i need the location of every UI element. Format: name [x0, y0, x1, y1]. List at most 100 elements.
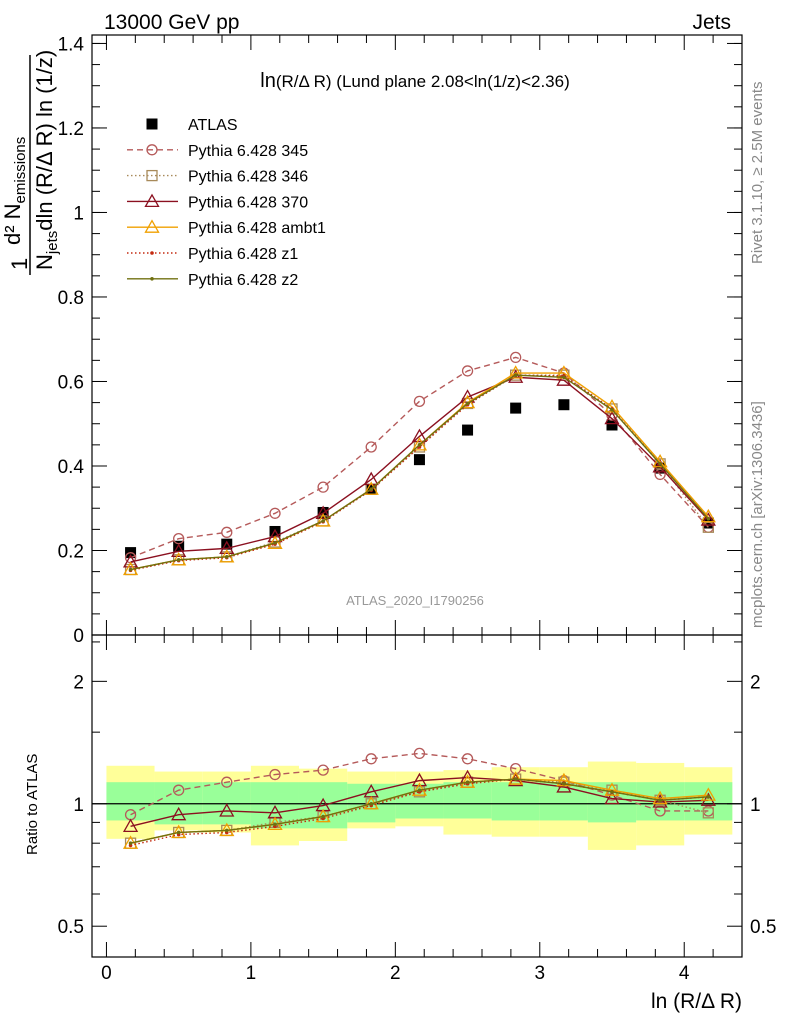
legend: ATLAS Pythia 6.428 345 Pythia 6.428 346 Pyt…	[127, 117, 326, 289]
ratio-data-point	[269, 768, 281, 781]
main-data-point	[654, 462, 666, 474]
main-data-point	[315, 505, 331, 519]
main-data-point	[173, 540, 185, 552]
main-series-line	[130, 374, 709, 571]
main-title: ln(R/Δ R) (Lund plane 2.08<ln(1/z)<2.36)	[260, 70, 570, 92]
main-data-point	[700, 512, 716, 526]
ratio-data-point	[417, 788, 422, 792]
main-data-point	[558, 399, 570, 411]
ratio-data-point	[654, 805, 666, 817]
ratio-data-point	[652, 790, 668, 805]
main-data-point	[224, 555, 229, 559]
legend-marker	[146, 144, 158, 156]
main-series-line	[130, 374, 709, 572]
main-series-line	[130, 356, 709, 559]
ratio-data-point	[321, 814, 325, 819]
xtick-label: 0	[101, 963, 112, 984]
ratio-data-point	[556, 772, 572, 787]
xtick-label: 4	[679, 963, 690, 984]
ylabel-denominator-rest: dln (R/Δ R) ln (1/z)	[32, 50, 57, 231]
ratio-data-point	[461, 753, 474, 765]
main-data-point	[658, 462, 662, 466]
legend-entry: ATLAS	[146, 117, 238, 134]
legend-marker	[150, 277, 154, 281]
legend-label: Pythia 6.428 z1	[188, 246, 298, 263]
legend-label: Pythia 6.428 370	[188, 194, 308, 211]
ratio-data-point	[465, 780, 470, 784]
ratio-band-inner	[491, 782, 540, 821]
main-ytick-label: 0.8	[58, 288, 84, 309]
legend-marker	[146, 118, 158, 130]
main-ytick-label: 1	[73, 203, 84, 224]
main-data-point	[321, 519, 325, 523]
ratio-data-point	[658, 798, 662, 803]
main-ytick-label: 1.2	[58, 119, 84, 140]
main-ytick-label: 0.4	[58, 457, 85, 478]
main-data-point	[702, 517, 714, 529]
ratio-band-inner	[587, 782, 637, 823]
xtick-label: 2	[390, 963, 401, 984]
ratio-band-inner	[443, 782, 492, 819]
main-panel: 0 0.2 0.4 0.6 0.8 1 1.2 1.4 ATLAS_2020_I1790256…	[0, 34, 743, 957]
ratio-data-point	[128, 841, 133, 845]
main-data-point	[604, 410, 620, 425]
legend-label: ATLAS	[188, 117, 238, 134]
analysis-label: ATLAS_2020_I1790256	[346, 593, 484, 608]
main-data-point	[508, 365, 524, 379]
ratio-data-point	[173, 784, 185, 796]
main-data-point	[411, 437, 428, 451]
ylabel-denominator: Njetsdln (R/Δ R) ln (1/z)	[32, 50, 61, 270]
ratio-data-point	[610, 790, 614, 794]
ratio-band-inner	[106, 782, 155, 821]
main-data-point	[269, 525, 281, 537]
main-data-point	[562, 375, 566, 380]
process-label: Jets	[692, 11, 731, 34]
main-data-point	[269, 507, 281, 519]
ylabel-denominator-n: N	[32, 254, 57, 270]
main-data-point	[606, 419, 618, 431]
xtick-label: 1	[246, 963, 257, 984]
ratio-data-point	[604, 782, 620, 796]
ratio-band-inner	[539, 782, 588, 821]
ratio-panel: 0.5 0.5 1 1 2 2 0 1 2 3 4 Ratio to ATLAS ln (R/Δ R…	[24, 634, 776, 1013]
energy-label: 13000 GeV pp	[104, 11, 239, 34]
main-series-4	[122, 365, 716, 576]
main-axes: 0 0.2 0.4 0.6 0.8 1 1.2 1.4	[58, 34, 742, 957]
ratio-data-point	[508, 771, 524, 785]
legend-entry: Pythia 6.428 345	[127, 143, 308, 160]
legend-entry: Pythia 6.428 z1	[127, 246, 298, 263]
main-data-point	[219, 540, 235, 555]
ylabel-prefix: 1	[7, 258, 32, 270]
ratio-data-point	[317, 764, 329, 776]
ratio-ytick-label-right: 1	[750, 795, 761, 816]
main-title-ratio: (R/Δ R)	[276, 72, 332, 91]
main-series-2	[124, 369, 714, 576]
ylabel-denominator-sub: jets	[44, 231, 61, 255]
main-data-point	[462, 424, 474, 436]
main-data-point	[317, 481, 329, 493]
ratio-data-point	[652, 794, 668, 808]
main-data-point	[413, 395, 426, 407]
ratio-bands	[92, 761, 742, 850]
main-series-line	[130, 374, 709, 571]
main-data-point	[363, 471, 379, 486]
ratio-data-point	[562, 781, 566, 786]
main-data-point	[513, 373, 518, 377]
main-series-line	[130, 376, 709, 563]
mcplots-label: mcplots.cern.ch [arXiv:1306.3436]	[749, 401, 766, 628]
ratio-ytick-label-right: 0.5	[750, 917, 776, 938]
main-data-point	[363, 481, 379, 495]
main-ylabel: 1 d² Nemissions Njetsdln (R/Δ R) ln (1/z…	[0, 50, 61, 275]
ratio-data-point	[122, 818, 139, 833]
main-data-point	[365, 441, 377, 453]
ratio-data-point	[171, 806, 187, 821]
ratio-data-point	[513, 777, 518, 781]
legend-label: Pythia 6.428 z2	[188, 272, 298, 289]
ylabel-numerator-sub: emissions	[12, 137, 29, 204]
ratio-data-point	[221, 776, 233, 788]
main-data-point	[465, 401, 470, 406]
ratio-series-line	[130, 776, 709, 828]
main-series-5	[128, 373, 711, 573]
main-data-point	[510, 402, 522, 414]
